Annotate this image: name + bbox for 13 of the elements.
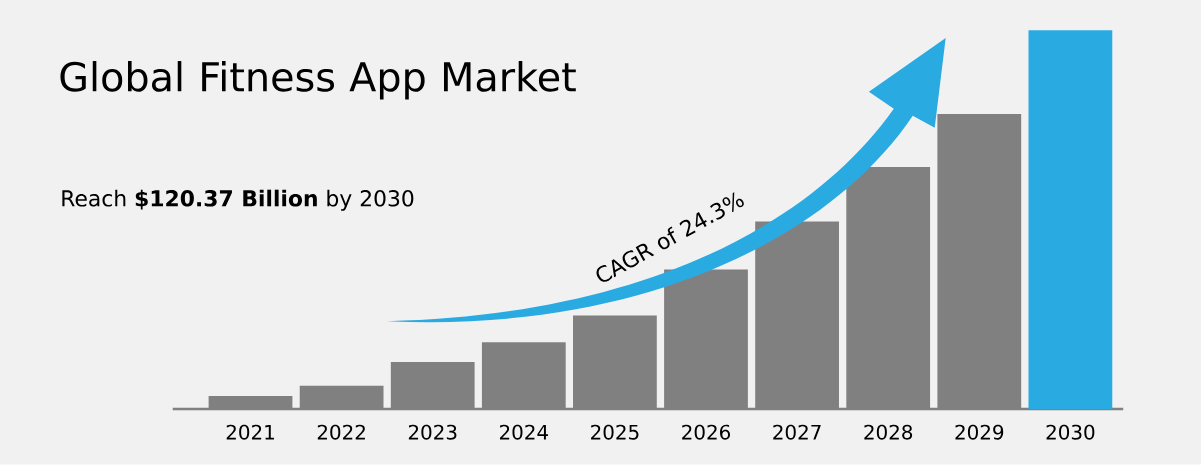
x-tick-label: 2025 [591, 424, 639, 440]
x-tick-label: 2027 [773, 424, 821, 440]
bar [1028, 30, 1113, 410]
x-tick-label: 2023 [408, 424, 457, 440]
x-tick-label: 2029 [955, 424, 1004, 440]
text: Reach $120.37 Billion by 2030 [62, 189, 414, 211]
x-tick-label: 2026 [682, 424, 731, 440]
x-tick-label: 2024 [499, 424, 548, 440]
x-tick-label: 2021 [226, 424, 274, 440]
x-tick-label: 2030 [1046, 424, 1095, 440]
x-tick-label: 2022 [317, 424, 365, 440]
x-tick-label: 2028 [864, 424, 913, 440]
text: Global Fitness App Market [60, 61, 576, 100]
